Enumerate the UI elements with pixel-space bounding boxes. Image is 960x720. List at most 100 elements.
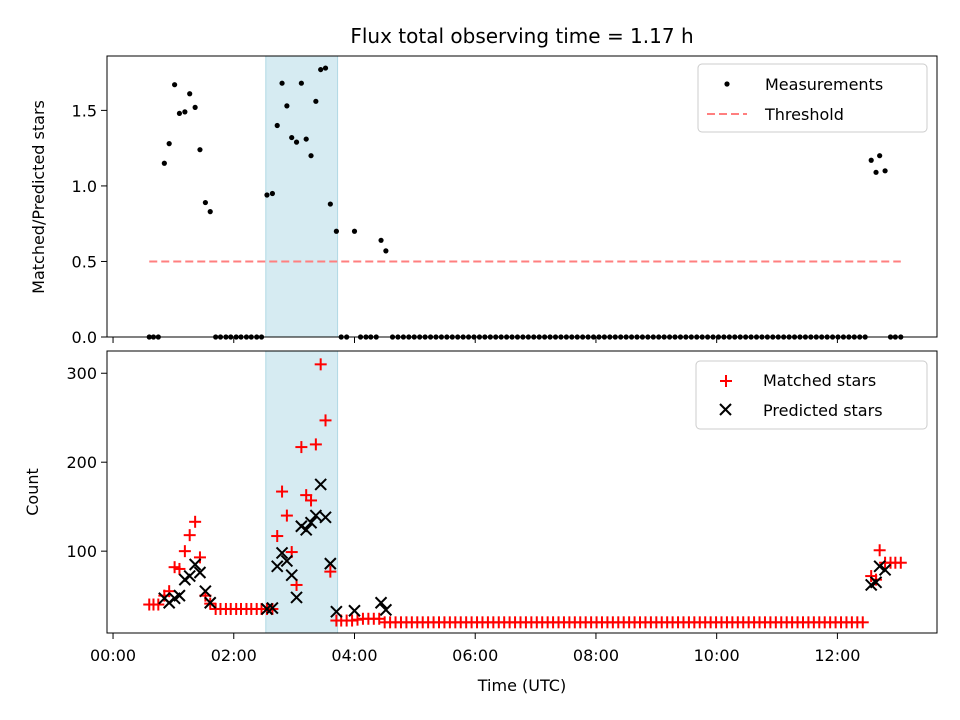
measurement-point bbox=[192, 104, 198, 110]
predicted-point bbox=[319, 511, 332, 524]
measurement-point bbox=[197, 147, 203, 153]
measurement-point bbox=[187, 91, 193, 97]
measurement-point bbox=[868, 157, 874, 163]
matched-point bbox=[894, 556, 907, 569]
measurement-point bbox=[327, 201, 333, 207]
ratio-x-ticks bbox=[112, 337, 838, 343]
x-tick-label: 00:00 bbox=[90, 646, 136, 665]
count-y-ticks: 100 200 300 bbox=[66, 364, 107, 561]
matched-point bbox=[295, 441, 308, 454]
matched-point bbox=[280, 509, 293, 522]
matched-point bbox=[276, 485, 289, 498]
predicted-point bbox=[183, 569, 196, 583]
measurement-point bbox=[166, 141, 172, 147]
measurement-point bbox=[293, 139, 300, 145]
y-tick-label: 0.0 bbox=[72, 328, 97, 347]
measurement-point bbox=[207, 209, 213, 215]
matched-point bbox=[324, 565, 337, 578]
predicted-point bbox=[188, 558, 202, 571]
matched-point bbox=[163, 585, 176, 598]
predicted-point bbox=[869, 576, 883, 589]
predicted-point bbox=[266, 601, 279, 615]
count-y-axis-label: Count bbox=[23, 468, 42, 516]
x-axis-label: Time (UTC) bbox=[477, 676, 566, 695]
predicted-point bbox=[285, 568, 298, 582]
panel-count: 100 200 300 00:00 02:00 04:00 06:00 08:00 10:00… bbox=[23, 350, 938, 695]
measurement-point bbox=[298, 80, 304, 86]
legend-predicted-marker bbox=[719, 403, 732, 416]
legend-matched-marker bbox=[720, 375, 732, 387]
legend-measurements-marker bbox=[724, 81, 730, 87]
ratio-legend-box bbox=[697, 63, 928, 133]
chart-title: Flux total observing time = 1.17 h bbox=[350, 24, 693, 48]
x-tick-label: 10:00 bbox=[694, 646, 740, 665]
predicted-point bbox=[275, 546, 289, 560]
y-tick-label: 100 bbox=[66, 542, 97, 561]
measurement-point bbox=[333, 228, 339, 234]
measurement-point bbox=[161, 160, 167, 166]
count-x-ticks: 00:00 02:00 04:00 06:00 08:00 10:00 12:00 bbox=[90, 633, 860, 665]
x-tick-label: 06:00 bbox=[452, 646, 498, 665]
measurement-point bbox=[202, 199, 208, 206]
y-tick-label: 1.5 bbox=[72, 101, 97, 120]
measurement-point bbox=[269, 190, 275, 197]
predicted-point bbox=[348, 604, 361, 617]
x-tick-label: 04:00 bbox=[331, 646, 377, 665]
panel-ratio: 0.0 0.5 1.0 1.5 Matched/Predicted stars Mea… bbox=[29, 55, 938, 347]
matched-point bbox=[193, 551, 206, 564]
measurement-point bbox=[289, 134, 295, 141]
x-tick-label: 08:00 bbox=[573, 646, 619, 665]
matched-point bbox=[319, 414, 332, 427]
legend-threshold-label: Threshold bbox=[764, 105, 844, 124]
matched-point bbox=[856, 616, 869, 629]
predicted-point bbox=[280, 554, 294, 568]
measurement-point bbox=[318, 66, 324, 73]
predicted-point bbox=[173, 589, 186, 602]
measurement-point bbox=[182, 109, 188, 115]
x-tick-label: 02:00 bbox=[211, 646, 257, 665]
measurement-point bbox=[274, 122, 280, 129]
measurement-point bbox=[383, 248, 389, 254]
measurement-point bbox=[313, 98, 319, 104]
legend-measurements-label: Measurements bbox=[765, 75, 883, 94]
ratio-y-ticks: 0.0 0.5 1.0 1.5 bbox=[72, 101, 107, 347]
predicted-point bbox=[873, 560, 886, 573]
measurement-point bbox=[378, 237, 384, 243]
matched-point bbox=[314, 358, 327, 371]
x-tick-label: 12:00 bbox=[814, 646, 860, 665]
count-legend-box bbox=[695, 360, 928, 430]
y-tick-label: 1.0 bbox=[72, 177, 97, 196]
matched-point bbox=[152, 598, 165, 611]
matched-point bbox=[173, 562, 186, 575]
predicted-point bbox=[324, 557, 337, 570]
count-axes-frame bbox=[106, 350, 938, 634]
measurement-point bbox=[279, 80, 285, 86]
y-tick-label: 200 bbox=[66, 453, 97, 472]
measurement-point bbox=[176, 110, 183, 117]
predicted-point bbox=[878, 563, 892, 577]
y-tick-label: 0.5 bbox=[72, 252, 97, 271]
measurement-point bbox=[264, 192, 270, 198]
matched-point bbox=[305, 494, 318, 507]
predicted-point bbox=[374, 596, 388, 609]
measurement-point bbox=[172, 82, 178, 88]
matched-point bbox=[271, 530, 284, 543]
measurement-point bbox=[877, 153, 883, 159]
predicted-point bbox=[330, 605, 343, 618]
matched-point bbox=[873, 544, 886, 557]
measurement-point bbox=[351, 228, 358, 234]
y-tick-label: 300 bbox=[66, 364, 97, 383]
measurement-point bbox=[873, 169, 879, 175]
count-marks bbox=[143, 358, 907, 629]
ratio-axes-frame bbox=[106, 55, 938, 338]
predicted-point bbox=[314, 478, 327, 491]
legend-matched-label: Matched stars bbox=[763, 371, 876, 390]
measurement-point bbox=[284, 103, 290, 109]
matched-point bbox=[309, 438, 322, 451]
predicted-point bbox=[304, 516, 318, 529]
matched-point bbox=[189, 515, 202, 528]
predicted-point bbox=[379, 603, 393, 617]
matched-point bbox=[183, 529, 196, 542]
predicted-point bbox=[199, 584, 212, 598]
